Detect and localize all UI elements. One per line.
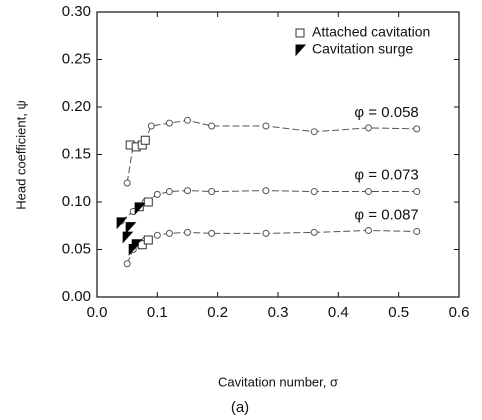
data-point	[413, 125, 421, 133]
data-point	[365, 227, 372, 234]
legend-marker	[295, 28, 305, 38]
x-tick-label: 0.3	[268, 304, 289, 321]
y-tick-label: 0.00	[62, 288, 91, 305]
y-tick-label: 0.25	[62, 50, 91, 67]
data-point	[208, 229, 216, 237]
y-tick-label: 0.30	[62, 3, 91, 20]
data-point	[143, 197, 153, 207]
data-point	[165, 188, 173, 196]
x-tick-label: 0.4	[328, 304, 349, 321]
y-tick-label: 0.15	[62, 145, 91, 162]
data-point	[262, 229, 270, 237]
data-point	[262, 187, 270, 195]
data-point	[310, 188, 318, 196]
data-point	[153, 231, 161, 239]
x-tick-label: 0.1	[147, 304, 168, 321]
data-point	[165, 119, 173, 127]
series-label: φ = 0.073	[354, 167, 418, 184]
x-axis-title: Cavitation number, σ	[218, 374, 338, 389]
data-point	[262, 122, 270, 130]
data-point	[125, 222, 137, 234]
data-point	[208, 122, 216, 130]
legend-label: Cavitation surge	[312, 41, 413, 57]
series-label: φ = 0.087	[354, 206, 418, 223]
data-point	[131, 239, 143, 252]
legend-label: Attached cavitation	[312, 24, 430, 40]
x-tick-label: 0.0	[87, 304, 108, 321]
data-point	[123, 260, 131, 268]
legend-marker	[295, 44, 307, 57]
data-point	[147, 122, 155, 130]
data-point	[153, 190, 161, 198]
data-point	[122, 231, 134, 244]
caption: (a)	[231, 399, 249, 416]
y-tick-label: 0.10	[62, 193, 91, 210]
data-point	[365, 188, 372, 196]
data-point	[134, 203, 146, 215]
data-point	[413, 188, 421, 196]
data-point	[116, 217, 128, 230]
data-point	[140, 135, 150, 145]
y-axis-title: Head coefficient, ψ	[13, 100, 28, 209]
data-point	[208, 188, 216, 196]
data-point	[310, 228, 318, 236]
data-point	[184, 228, 191, 236]
x-tick-label: 0.5	[388, 304, 409, 321]
x-tick-label: 0.2	[207, 304, 228, 321]
series-label: φ = 0.058	[354, 104, 418, 121]
data-point	[310, 128, 318, 136]
x-tick-label: 0.6	[449, 304, 470, 321]
y-tick-label: 0.05	[62, 240, 91, 257]
y-tick-label: 0.20	[62, 98, 91, 115]
data-point	[413, 227, 421, 235]
data-point	[143, 235, 153, 245]
data-point	[165, 229, 173, 237]
data-point	[365, 124, 372, 132]
data-point	[123, 179, 131, 187]
data-point	[184, 187, 191, 195]
data-point	[184, 116, 191, 124]
